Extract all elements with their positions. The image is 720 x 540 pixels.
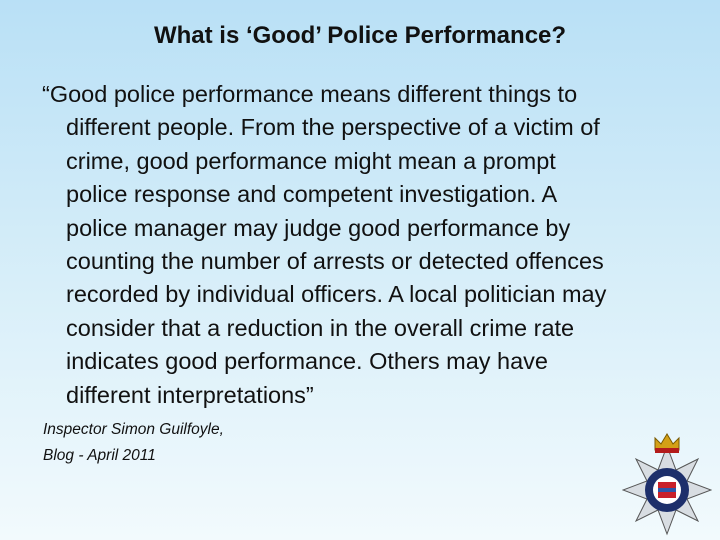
quote-line: different people. From the perspective o… — [66, 114, 600, 141]
quote-line: recorded by individual officers. A local… — [66, 281, 607, 308]
quote-line: police response and competent investigat… — [66, 181, 558, 208]
quote-line: different interpretations” — [66, 381, 314, 408]
slide-title: What is ‘Good’ Police Performance? — [153, 22, 567, 49]
quote: “Good police performance means different… — [42, 78, 718, 412]
attribution: Inspector Simon Guilfoyle, Blog - April 2… — [43, 417, 224, 469]
quote-line: indicates good performance. Others may h… — [66, 348, 549, 375]
quote-line: consider that a reduction in the overall… — [66, 314, 575, 341]
attribution-line: Inspector Simon Guilfoyle, — [43, 421, 224, 438]
police-badge — [622, 433, 712, 536]
quote-line: crime, good performance might mean a pro… — [66, 147, 556, 174]
quote-line: counting the number of arrests or detect… — [66, 248, 604, 275]
quote-line: “Good police performance means different… — [42, 81, 578, 107]
attribution-line: Blog - April 2011 — [43, 447, 156, 464]
quote-line: police manager may judge good performanc… — [66, 214, 571, 241]
